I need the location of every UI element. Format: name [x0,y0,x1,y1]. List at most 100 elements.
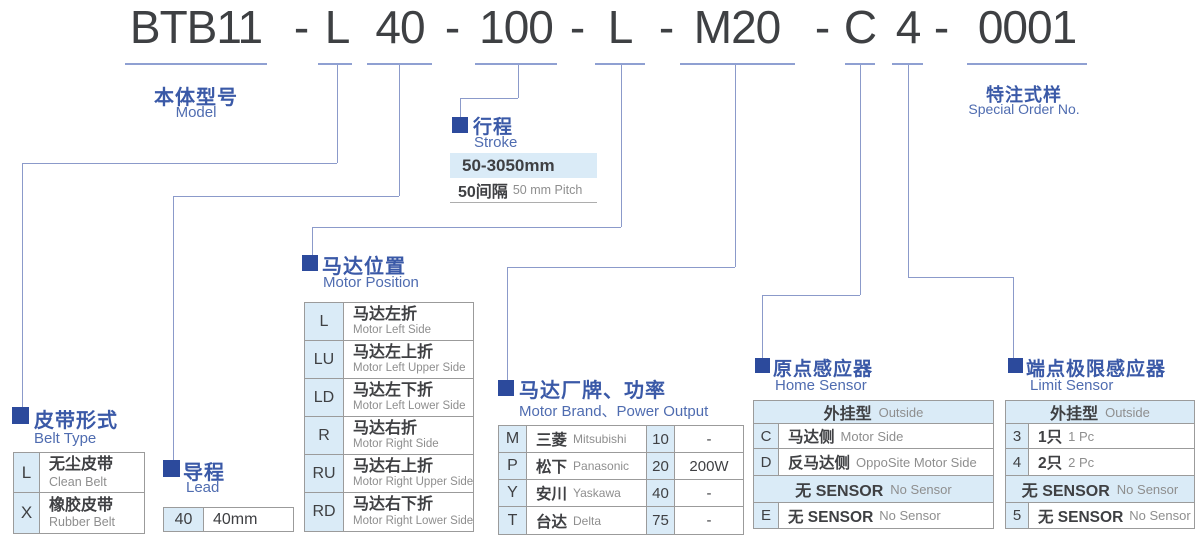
motor-position-en: Motor Right Side [353,438,439,451]
stroke-pitch-en: 50 mm Pitch [512,183,583,197]
home-sensor-table: 外挂型 Outside C 马达侧 Motor Side D 反马达侧 Oppo… [753,400,994,529]
belt-type-en: Clean Belt [49,474,107,489]
underline-model [125,63,267,65]
motor-output-value: - [706,512,712,529]
motor-brand-table: M 三菱 Mitsubishi 10 - P 松下 Panasonic 20 2… [498,425,744,535]
home-sensor-title-en: Home Sensor [775,377,867,394]
motor-position-title-zh: 马达位置 [322,256,406,278]
sensor-group-zh: 无 SENSOR [795,483,884,500]
sensor-group-zh: 外挂型 [823,406,872,423]
table-row: RD 马达右下折 Motor Right Lower Side [305,493,473,531]
underline-home-sensor [845,63,875,65]
home-sensor-en: OppoSite Motor Side [856,454,977,470]
connector-brand-line [507,267,508,380]
motor-position-code: RU [305,455,344,492]
limit-sensor-title-en: Limit Sensor [1030,377,1114,394]
motor-brand-title-zh: 马达厂牌、功率 [519,380,666,402]
code-segment-model: BTB11 [129,1,263,53]
limit-sensor-code: 4 [1006,449,1029,475]
connector-home-sensor-line [860,65,861,295]
code-segment-stroke: 100 [479,1,554,53]
limit-sensor-zh: 无 SENSOR [1038,508,1124,526]
belt-type-table: L 无尘皮带 Clean Belt X 橡胶皮带 Rubber Belt [13,452,145,534]
motor-output-value: 200W [689,457,729,475]
sensor-group-zh: 无 SENSOR [1021,483,1110,500]
home-sensor-code: C [754,424,779,448]
connector-motor-position-line [312,227,313,255]
underline-lead [367,63,432,65]
underline-motor-position [595,63,645,65]
connector-limit-sensor-line [1013,277,1014,358]
underline-belt [318,63,352,65]
motor-power-value: 75 [647,507,675,534]
table-row: 4 2只 2 Pc [1006,449,1194,476]
code-dash: - [658,1,674,53]
lead-code: 40 [164,508,204,531]
connector-belt-line [22,163,23,407]
home-sensor-en: Motor Side [840,428,904,444]
sensor-group-zh: 外挂型 [1050,406,1099,423]
connector-lead-line [173,196,399,197]
limit-sensor-title-zh: 端点极限感应器 [1026,359,1167,380]
table-row: T 台达 Delta 75 - [499,507,743,534]
special-label-en: Special Order No. [968,101,1080,117]
motor-brand-code: Y [499,480,527,506]
code-dash: - [293,1,309,53]
connector-motor-position-line [312,227,621,228]
code-segment-special: 0001 [977,1,1077,53]
motor-output-value: - [706,484,712,502]
model-label-zh: 本体型号 [154,87,238,109]
home-sensor-bullet-icon [755,358,770,373]
code-segment-limit-sensor: 4 [895,1,922,53]
limit-sensor-bullet-icon [1008,358,1023,373]
connector-lead-line [399,65,400,196]
home-sensor-zh: 马达侧 [788,429,835,446]
code-dash: - [933,1,949,53]
table-row: X 橡胶皮带 Rubber Belt [14,493,144,533]
motor-brand-zh: 三菱 [536,432,568,449]
motor-position-en: Motor Left Lower Side [353,400,466,413]
belt-type-en: Rubber Belt [49,515,116,529]
table-row-group-header: 无 SENSOR No Sensor [754,476,993,503]
sensor-group-en: No Sensor [890,481,952,497]
motor-position-bullet-icon [302,255,318,271]
motor-position-en: Motor Left Upper Side [353,362,466,375]
motor-position-zh: 马达左下折 [353,381,434,399]
stroke-title-zh: 行程 [473,117,514,138]
limit-sensor-en: 1 Pc [1068,428,1095,444]
home-sensor-zh: 无 SENSOR [788,508,874,526]
motor-position-code: L [305,303,344,340]
table-row: 40 40mm [164,508,293,531]
connector-limit-sensor-line [908,277,1013,278]
home-sensor-zh: 反马达侧 [788,455,851,472]
table-row: R 马达右折 Motor Right Side [305,417,473,455]
motor-brand-en: Yaskawa [573,486,621,500]
table-row: L 无尘皮带 Clean Belt [14,453,144,493]
sensor-group-en: No Sensor [1116,481,1179,497]
motor-position-code: LU [305,341,344,378]
motor-position-en: Motor Left Side [353,324,431,337]
home-sensor-title-zh: 原点感应器 [773,359,874,380]
stroke-range-box: 50-3050mm [450,153,597,178]
table-row: LD 马达左下折 Motor Left Lower Side [305,379,473,417]
limit-sensor-en: No Sensor [1129,508,1191,523]
motor-position-zh: 马达左上折 [353,343,434,361]
code-dash: - [814,1,830,53]
motor-position-en: Motor Right Lower Side [353,514,474,527]
table-row: D 反马达侧 OppoSite Motor Side [754,449,993,476]
motor-brand-code: M [499,426,527,452]
limit-sensor-code: 3 [1006,424,1029,448]
code-dash: - [569,1,585,53]
table-row-group-header: 外挂型 Outside [1006,401,1194,424]
table-row: RU 马达右上折 Motor Right Upper Side [305,455,473,493]
lead-value: 40mm [213,510,258,528]
motor-brand-zh: 松下 [536,459,568,476]
code-segment-home-sensor: C [843,1,877,53]
connector-stroke-line [460,98,518,99]
table-row: P 松下 Panasonic 20 200W [499,453,743,480]
motor-brand-en: Panasonic [573,459,630,473]
motor-position-en: Motor Right Upper Side [353,476,474,489]
table-row: LU 马达左上折 Motor Left Upper Side [305,341,473,379]
motor-output-value: - [706,430,712,448]
